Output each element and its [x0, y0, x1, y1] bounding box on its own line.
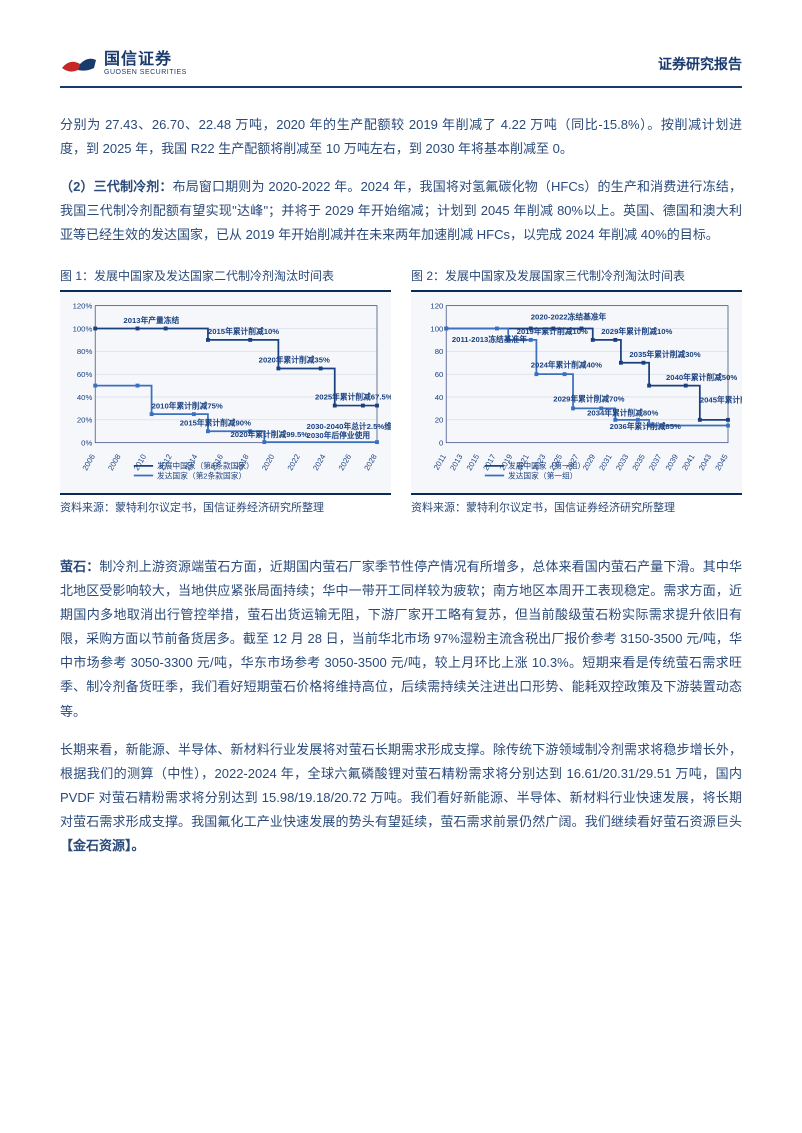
paragraph-3: 萤石：制冷剂上游资源端萤石方面，近期国内萤石厂家季节性停产情况有所增多，总体来看… — [60, 555, 742, 723]
svg-text:40: 40 — [435, 393, 444, 402]
logo-mark-icon — [60, 50, 98, 78]
chart-right-col: 图 2：发展中国家及发展国家三代制冷剂淘汰时间表 0 20 40 60 80 100 120… — [411, 267, 742, 545]
svg-text:60%: 60% — [77, 370, 93, 379]
svg-text:2017: 2017 — [481, 453, 497, 472]
svg-text:2020年累计削减99.5%: 2020年累计削减99.5% — [230, 429, 308, 439]
svg-text:0: 0 — [439, 439, 443, 448]
paragraph-4: 长期来看，新能源、半导体、新材料行业发展将对萤石长期需求形成支撑。除传统下游领域… — [60, 738, 742, 858]
svg-text:120: 120 — [430, 302, 443, 311]
svg-text:2020: 2020 — [260, 453, 276, 472]
svg-text:2045年累计削减80%: 2045年累计削减80% — [700, 395, 742, 405]
svg-text:2013: 2013 — [448, 453, 464, 472]
p3-lead: 萤石： — [60, 559, 99, 574]
svg-text:2010年累计削减75%: 2010年累计削减75% — [152, 401, 223, 411]
svg-text:2031: 2031 — [597, 453, 613, 472]
svg-text:2015年累计削减10%: 2015年累计削减10% — [208, 326, 279, 336]
svg-text:2025年累计削减67.5%: 2025年累计削减67.5% — [315, 392, 391, 402]
svg-text:发展中国家（第5条款国家）: 发展中国家（第5条款国家） — [157, 461, 254, 471]
svg-text:2041: 2041 — [680, 453, 696, 472]
svg-text:发达国家（第一组）: 发达国家（第一组） — [508, 471, 577, 481]
svg-text:80: 80 — [435, 347, 444, 356]
chart-right-box: 0204060801001202011201320152017201920212… — [411, 290, 742, 495]
chart-right-title: 图 2：发展中国家及发展国家三代制冷剂淘汰时间表 — [411, 267, 742, 284]
paragraph-1: 分别为 27.43、26.70、22.48 万吨，2020 年的生产配额较 20… — [60, 113, 742, 161]
p3-body: 制冷剂上游资源端萤石方面，近期国内萤石厂家季节性停产情况有所增多，总体来看国内萤… — [60, 559, 742, 718]
svg-text:2019年累计削减10%: 2019年累计削减10% — [517, 326, 588, 336]
chart-right-svg: 0204060801001202011201320152017201920212… — [411, 296, 742, 489]
svg-text:2029年累计削减70%: 2029年累计削减70% — [553, 394, 624, 404]
svg-text:2036年累计削减85%: 2036年累计削减85% — [610, 421, 681, 431]
svg-text:2035年累计削减30%: 2035年累计削减30% — [629, 349, 700, 359]
svg-text:2037: 2037 — [647, 453, 663, 472]
svg-text:2015: 2015 — [465, 453, 481, 472]
svg-text:2039: 2039 — [664, 453, 680, 472]
paragraph-2: （2）三代制冷剂：布局窗口期则为 2020-2022 年。2024 年，我国将对… — [60, 175, 742, 247]
svg-text:2020-2022冻结基准年: 2020-2022冻结基准年 — [531, 312, 607, 322]
svg-text:2035: 2035 — [630, 453, 646, 472]
svg-text:100%: 100% — [73, 325, 93, 334]
svg-text:2015年累计削减90%: 2015年累计削减90% — [180, 418, 251, 428]
p2-lead: （2）三代制冷剂： — [60, 179, 173, 194]
logo: 国信证券 GUOSEN SECURITIES — [60, 50, 187, 78]
svg-text:100: 100 — [430, 325, 443, 334]
svg-text:20%: 20% — [77, 416, 93, 425]
svg-text:2010: 2010 — [132, 453, 148, 472]
svg-text:2006: 2006 — [81, 453, 97, 472]
chart-right-source: 资料来源：蒙特利尔议定书，国信证券经济研究所整理 — [411, 499, 742, 515]
svg-text:120%: 120% — [73, 302, 93, 311]
svg-text:2030-2040年总计2.5%维持量: 2030-2040年总计2.5%维持量 — [307, 421, 391, 431]
svg-text:2024年累计削减40%: 2024年累计削减40% — [531, 360, 602, 370]
svg-text:20: 20 — [435, 416, 444, 425]
svg-text:发展中国家（第一组）: 发展中国家（第一组） — [508, 461, 585, 471]
svg-text:2028: 2028 — [362, 453, 378, 472]
chart-left-svg: 0%20%40%60%80%100%120%200620082010201220… — [60, 296, 391, 489]
svg-text:2020年累计削减35%: 2020年累计削减35% — [259, 355, 330, 365]
svg-text:80%: 80% — [77, 347, 93, 356]
svg-text:发达国家（第2条款国家）: 发达国家（第2条款国家） — [157, 471, 246, 481]
svg-text:2045: 2045 — [713, 453, 729, 472]
svg-text:2026: 2026 — [337, 453, 353, 472]
report-title: 证券研究报告 — [658, 54, 742, 74]
svg-text:2024: 2024 — [311, 452, 328, 472]
logo-en-text: GUOSEN SECURITIES — [104, 69, 187, 77]
svg-text:2033: 2033 — [614, 453, 630, 472]
charts-row: 图 1：发展中国家及发达国家二代制冷剂淘汰时间表 0% 20% 40% 60% 80% 1… — [60, 267, 742, 545]
svg-text:2011: 2011 — [432, 453, 448, 472]
p4-tail: 【金石资源】。 — [60, 838, 145, 853]
logo-cn-text: 国信证券 — [104, 51, 187, 69]
chart-left-col: 图 1：发展中国家及发达国家二代制冷剂淘汰时间表 0% 20% 40% 60% 80% 1… — [60, 267, 391, 545]
svg-text:40%: 40% — [77, 393, 93, 402]
svg-text:2022: 2022 — [286, 453, 302, 472]
svg-text:2030年后停业使用: 2030年后停业使用 — [307, 430, 371, 440]
svg-text:2013年产量冻结: 2013年产量冻结 — [123, 315, 179, 325]
svg-text:0%: 0% — [81, 439, 92, 448]
svg-text:2029年累计削减10%: 2029年累计削减10% — [601, 326, 672, 336]
svg-text:2034年累计削减80%: 2034年累计削减80% — [587, 408, 658, 418]
svg-text:2043: 2043 — [697, 453, 713, 472]
page-header: 国信证券 GUOSEN SECURITIES 证券研究报告 — [60, 50, 742, 88]
svg-text:60: 60 — [435, 370, 444, 379]
p4-body: 长期来看，新能源、半导体、新材料行业发展将对萤石长期需求形成支撑。除传统下游领域… — [60, 742, 742, 829]
chart-left-title: 图 1：发展中国家及发达国家二代制冷剂淘汰时间表 — [60, 267, 391, 284]
chart-left-box: 0%20%40%60%80%100%120%200620082010201220… — [60, 290, 391, 495]
chart-left-source: 资料来源：蒙特利尔议定书，国信证券经济研究所整理 — [60, 499, 391, 515]
svg-text:2008: 2008 — [106, 453, 122, 472]
svg-text:2040年累计削减50%: 2040年累计削减50% — [666, 372, 737, 382]
